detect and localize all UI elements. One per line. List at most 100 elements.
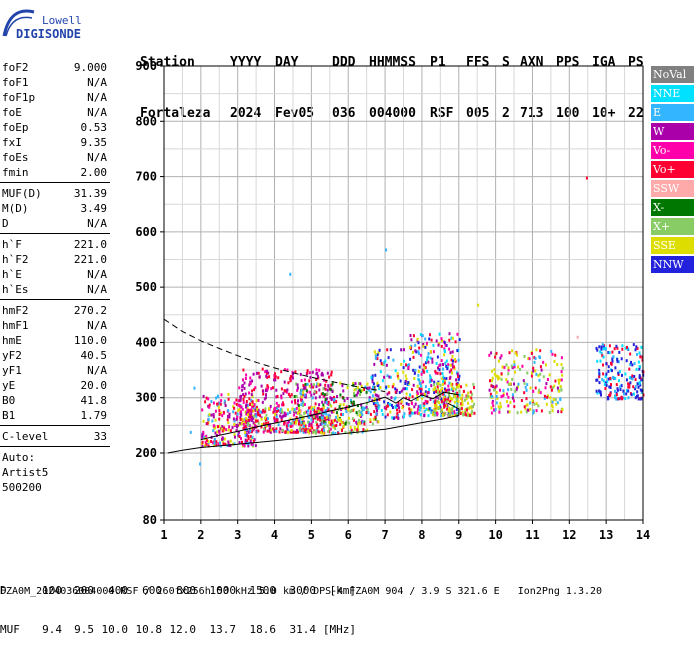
echo-point [391, 416, 394, 420]
echo-point [244, 419, 247, 423]
echo-point [218, 409, 221, 413]
echo-point [609, 392, 612, 396]
echo-point [405, 392, 408, 396]
echo-point [313, 392, 316, 396]
distance-label: D [0, 584, 7, 597]
echo-point [450, 336, 453, 340]
echo-point [221, 437, 224, 441]
echo-point [596, 359, 599, 363]
echo-point [245, 405, 247, 409]
echo-point [241, 444, 244, 448]
echo-point [299, 429, 302, 433]
echo-point [499, 388, 501, 392]
echo-point [308, 431, 311, 435]
echo-point [612, 355, 615, 359]
echo-point [453, 413, 456, 417]
echo-point [241, 418, 244, 422]
echo-point [598, 371, 601, 375]
echo-point [429, 374, 432, 378]
echo-point [362, 428, 365, 432]
param-value: 0.53 [80, 121, 108, 134]
echo-point [429, 397, 432, 401]
echo-point [559, 384, 562, 388]
profile-traces [163, 318, 460, 454]
echo-point [279, 414, 282, 418]
echo-point [297, 411, 299, 415]
echo-point [321, 371, 324, 375]
echo-point [303, 378, 306, 382]
echo-point [450, 382, 453, 386]
echo-point [627, 347, 630, 351]
echo-point [431, 411, 434, 415]
echo-point [419, 381, 422, 385]
echo-point [526, 371, 529, 375]
header-label-axn: AXN [520, 55, 544, 70]
echo-point [368, 396, 371, 400]
echo-point [403, 359, 406, 363]
echo-point [248, 424, 251, 428]
echo-point [328, 375, 331, 379]
echo-point [265, 393, 267, 397]
scaled-parameters-panel: foF2 9.000 foF1 N/A foF1p N/A foE N/A foEp 0.… [0, 60, 110, 495]
echo-point [422, 370, 425, 374]
echo-point [207, 397, 210, 401]
echo-point [356, 422, 358, 425]
echo-point [456, 384, 458, 388]
echo-point [228, 425, 231, 429]
echo-point [494, 374, 497, 378]
echo-point [637, 360, 640, 364]
echo-point [229, 439, 232, 443]
echo-point [415, 350, 418, 354]
echo-point [435, 404, 438, 408]
distance-value: 100 [42, 584, 62, 597]
echo-point [427, 352, 430, 356]
echo-point [355, 411, 358, 415]
echo-point [204, 444, 206, 448]
echo-point [443, 397, 446, 401]
echo-point [280, 411, 283, 414]
echo-point [632, 343, 635, 347]
echo-point [428, 380, 431, 384]
echo-point [342, 403, 345, 407]
echo-point [296, 383, 299, 387]
echo-point [341, 429, 343, 433]
echo-point [397, 376, 400, 380]
echo-point [220, 393, 223, 397]
echo-point [613, 347, 616, 351]
echo-point [341, 384, 344, 388]
echo-point [604, 387, 607, 390]
echo-point [268, 375, 271, 379]
echo-point [402, 370, 405, 374]
echo-point [266, 429, 269, 433]
echo-point [207, 414, 210, 418]
echo-point [265, 389, 267, 392]
echo-point [539, 349, 542, 353]
echo-point [239, 411, 242, 415]
echo-point [329, 403, 332, 407]
echo-point [502, 389, 505, 393]
x-tick-label: 1 [160, 528, 167, 542]
echo-point [313, 390, 316, 393]
echo-point [302, 416, 305, 420]
echo-point [469, 390, 472, 394]
legend-item-noval: NoVal [651, 66, 694, 83]
echo-point [352, 418, 355, 422]
echo-point [471, 399, 474, 403]
echo-point [221, 429, 224, 433]
echo-point [532, 366, 535, 370]
echo-point [386, 348, 389, 352]
echo-point [437, 401, 440, 405]
echo-point [556, 401, 559, 405]
echo-point [363, 388, 365, 391]
echo-point [336, 420, 339, 424]
echo-point [214, 440, 217, 444]
echo-point [495, 351, 498, 355]
echo-point [602, 363, 604, 367]
echo-point [319, 383, 322, 387]
muf-unit: [MHz] [322, 623, 356, 636]
echo-point [249, 415, 251, 419]
echo-point [532, 411, 535, 414]
echo-point [627, 382, 630, 386]
echo-point [641, 378, 644, 382]
echo-point [238, 435, 241, 439]
